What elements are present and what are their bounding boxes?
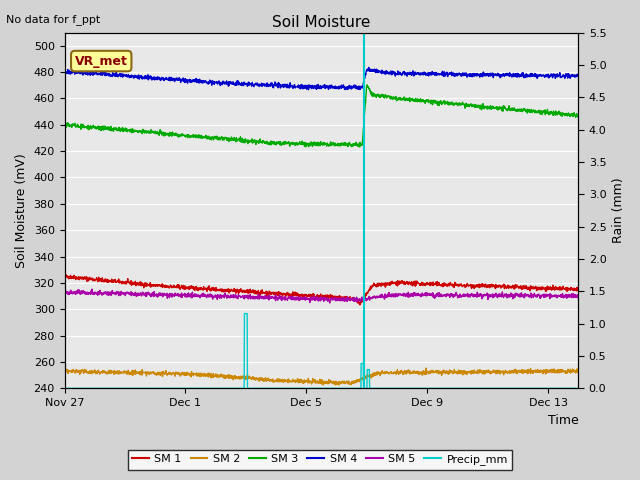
Legend: SM 1, SM 2, SM 3, SM 4, SM 5, Precip_mm: SM 1, SM 2, SM 3, SM 4, SM 5, Precip_mm (128, 450, 512, 469)
Text: VR_met: VR_met (75, 55, 127, 68)
Text: No data for f_ppt: No data for f_ppt (6, 14, 100, 25)
X-axis label: Time: Time (548, 414, 579, 427)
Y-axis label: Rain (mm): Rain (mm) (612, 178, 625, 243)
Y-axis label: Soil Moisture (mV): Soil Moisture (mV) (15, 153, 28, 268)
Title: Soil Moisture: Soil Moisture (272, 15, 371, 30)
